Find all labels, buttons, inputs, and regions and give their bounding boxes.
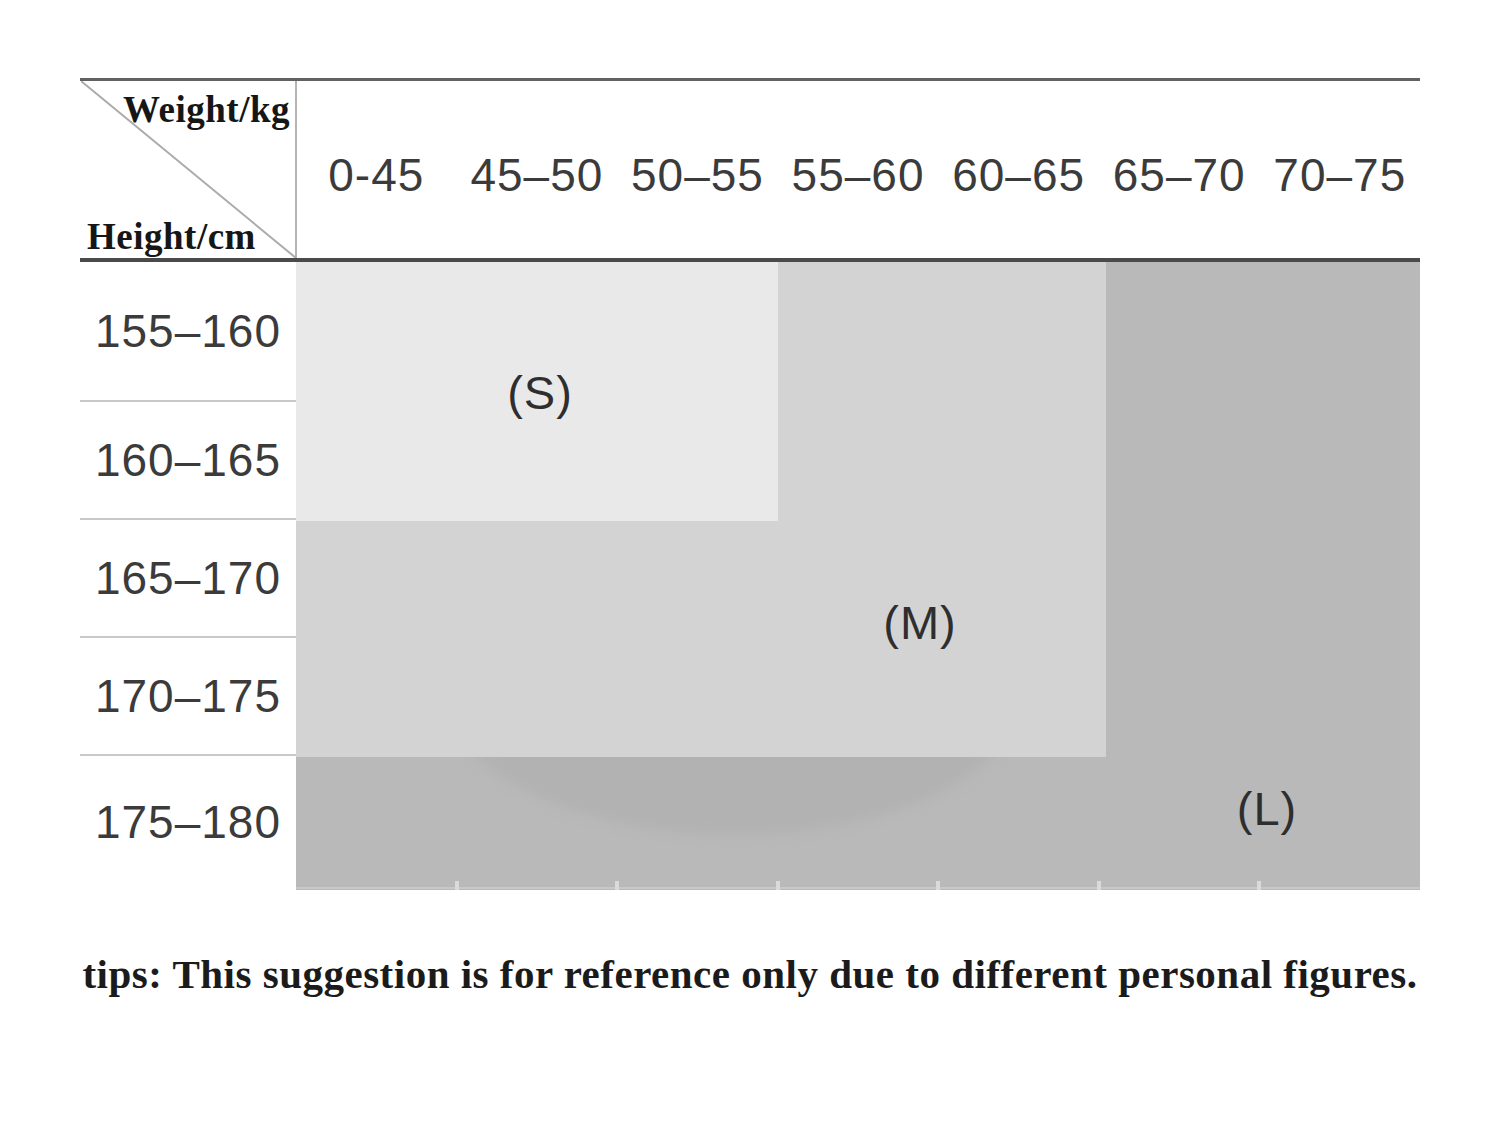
column-tick: [936, 881, 940, 890]
chart-body-size-region-l: (S) (M) (L): [296, 262, 1420, 890]
height-header-cell: 155–160: [80, 262, 296, 402]
height-header-cell: 165–170: [80, 520, 296, 638]
height-header-cell: 160–165: [80, 402, 296, 520]
weight-header-cell: 60–65: [938, 148, 1099, 202]
size-label-m: (M): [883, 595, 956, 650]
weight-header-cell: 0-45: [296, 148, 457, 202]
height-header-column: 155–160 160–165 165–170 170–175 175–180: [80, 262, 296, 888]
weight-header-cell: 50–55: [617, 148, 778, 202]
weight-header-row: 0-45 45–50 50–55 55–60 60–65 65–70 70–75: [296, 128, 1420, 222]
height-axis-label: Height/cm: [87, 215, 256, 258]
weight-header-cell: 65–70: [1099, 148, 1260, 202]
size-chart-table: Weight/kg Height/cm 0-45 45–50 50–55 55–…: [0, 0, 1500, 1123]
height-header-cell: 170–175: [80, 638, 296, 756]
tips-note: tips: This suggestion is for reference o…: [0, 950, 1500, 998]
weight-header-cell: 70–75: [1259, 148, 1420, 202]
body-bottom-border: [296, 887, 1420, 889]
column-tick: [1097, 881, 1101, 890]
size-label-s: (S): [507, 365, 573, 420]
column-tick: [455, 881, 459, 890]
weight-header-cell: 55–60: [778, 148, 939, 202]
column-tick: [776, 881, 780, 890]
column-tick: [615, 881, 619, 890]
weight-axis-label: Weight/kg: [80, 88, 290, 131]
height-header-cell: 175–180: [80, 756, 296, 888]
size-label-l: (L): [1237, 781, 1297, 836]
weight-header-cell: 45–50: [457, 148, 618, 202]
column-tick: [1257, 881, 1261, 890]
